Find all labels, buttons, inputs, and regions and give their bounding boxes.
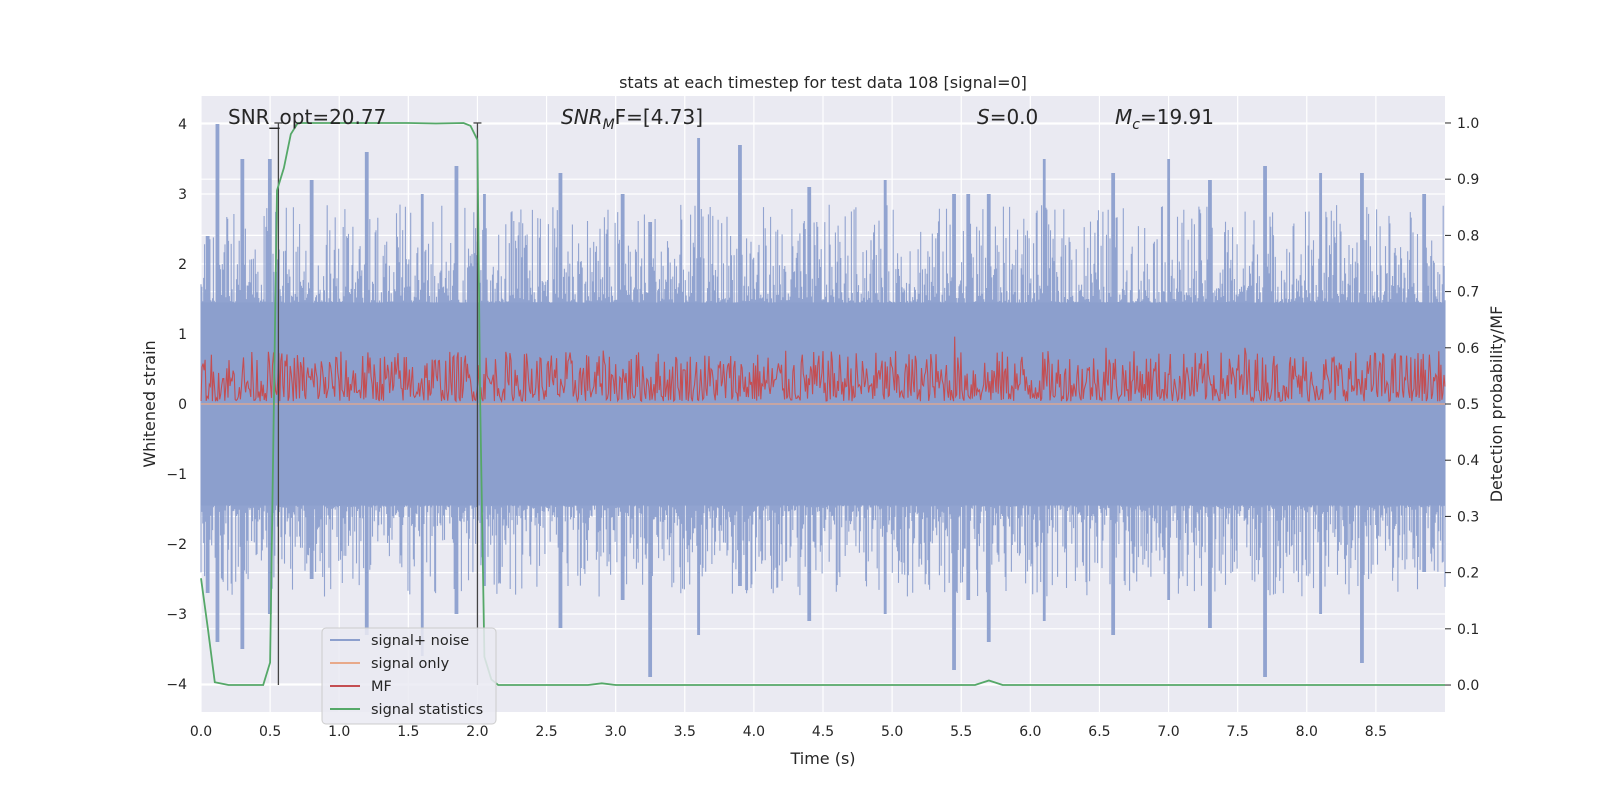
x-tick-label: 4.0 xyxy=(743,724,765,740)
y2-tick-label: 0.6 xyxy=(1457,341,1479,357)
x-tick-label: 1.5 xyxy=(397,724,419,740)
y-axis-label: Whitened strain xyxy=(140,340,159,467)
annotation-s-value: =0.0 xyxy=(990,105,1039,129)
y-tick-label: 2 xyxy=(178,257,187,273)
x-tick-label: 8.0 xyxy=(1296,724,1318,740)
x-tick-label: 1.0 xyxy=(328,724,350,740)
y-ticks: −4 −3 −2 −1 0 1 2 3 4 xyxy=(166,117,187,693)
x-tick-label: 2.5 xyxy=(535,724,557,740)
legend-label-signal-only: signal only xyxy=(371,656,450,672)
annotation-snr-mf-symbol: SNR xyxy=(561,105,603,129)
legend-label-signal-noise: signal+ noise xyxy=(371,633,469,649)
y2-tick-label: 1.0 xyxy=(1457,116,1479,132)
x-tick-label: 0.5 xyxy=(259,724,281,740)
x-tick-label: 3.5 xyxy=(674,724,696,740)
annotation-mc: Mc=19.91 xyxy=(1115,105,1214,133)
y-tick-label: 1 xyxy=(178,327,187,343)
series-mf xyxy=(200,336,1446,403)
x-tick-label: 5.0 xyxy=(881,724,903,740)
x-tick-label: 8.5 xyxy=(1365,724,1387,740)
x-tick-label: 6.0 xyxy=(1019,724,1041,740)
y2-tick-label: 0.5 xyxy=(1457,397,1479,413)
y2-tick-label: 0.3 xyxy=(1457,509,1479,525)
x-tick-label: 2.0 xyxy=(466,724,488,740)
chart-title: stats at each timestep for test data 108… xyxy=(619,73,1027,92)
y2-tick-label: 0.9 xyxy=(1457,172,1479,188)
x-tick-label: 0.0 xyxy=(190,724,212,740)
y2-tick-label: 0.4 xyxy=(1457,453,1479,469)
y-tick-label: −3 xyxy=(166,607,187,623)
annotation-snr-opt: SNR_opt=20.77 xyxy=(228,105,386,129)
annotation-mc-subscript: c xyxy=(1132,117,1140,133)
signal-statistics-line xyxy=(200,122,1445,686)
annotation-snr-mf: SNRMF=[4.73] xyxy=(561,105,703,133)
legend: signal+ noise signal only MF signal stat… xyxy=(321,627,497,725)
annotation-mc-value: =19.91 xyxy=(1140,105,1214,129)
y-tick-label: 4 xyxy=(178,117,187,133)
x-tick-label: 7.5 xyxy=(1227,724,1249,740)
x-tick-label: 3.0 xyxy=(605,724,627,740)
legend-box xyxy=(321,627,497,725)
y-tick-label: 3 xyxy=(178,187,187,203)
mf-line xyxy=(200,336,1446,403)
x-tick-label: 7.0 xyxy=(1157,724,1179,740)
series-signal-statistics xyxy=(200,122,1445,686)
x-tick-label: 4.5 xyxy=(812,724,834,740)
x-tick-label: 6.5 xyxy=(1088,724,1110,740)
y2-ticks: 0.0 0.1 0.2 0.3 0.4 0.5 0.6 0.7 0.8 0.9 1.0 xyxy=(1445,116,1479,694)
y2-tick-label: 0.7 xyxy=(1457,285,1479,301)
y2-tick-label: 0.1 xyxy=(1457,622,1479,638)
legend-label-mf: MF xyxy=(371,679,392,695)
annotation-snr-mf-value: F=[4.73] xyxy=(615,105,703,129)
y-tick-label: −1 xyxy=(166,467,187,483)
x-ticks: 0.0 0.5 1.0 1.5 2.0 2.5 3.0 3.5 4.0 4.5 5.0 5.5 6.0 6… xyxy=(190,724,1387,740)
x-tick-label: 5.5 xyxy=(950,724,972,740)
annotation-snr-mf-subscript: M xyxy=(603,117,615,133)
y2-tick-label: 0.2 xyxy=(1457,566,1479,582)
y2-tick-label: 0.0 xyxy=(1457,678,1479,694)
y-tick-label: −2 xyxy=(166,537,187,553)
x-axis-label: Time (s) xyxy=(789,749,855,768)
y2-tick-label: 0.8 xyxy=(1457,228,1479,244)
y2-axis-label: Detection probability/MF xyxy=(1487,306,1506,503)
annotation-s: S=0.0 xyxy=(977,105,1038,129)
y-tick-label: 0 xyxy=(178,397,187,413)
annotation-mc-symbol: M xyxy=(1115,105,1132,129)
legend-label-signal-statistics: signal statistics xyxy=(371,702,483,718)
y-tick-label: −4 xyxy=(166,677,187,693)
annotation-s-symbol: S xyxy=(977,105,990,129)
